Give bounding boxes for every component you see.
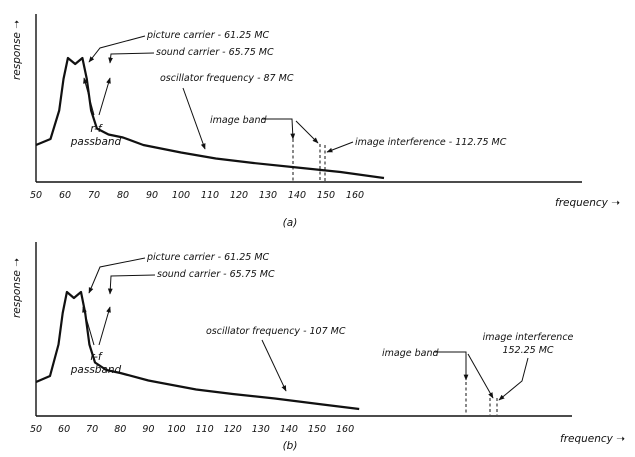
image-interference-arrow-a xyxy=(326,141,354,153)
panel-label-b: (b) xyxy=(283,440,298,452)
x-tick-label: 80 xyxy=(117,190,129,201)
picture-carrier-label-a: picture carrier - 61.25 MC xyxy=(146,30,270,41)
y-axis-label-b: response ➝ xyxy=(11,258,23,318)
sound-carrier-label-a: sound carrier - 65.75 MC xyxy=(156,47,274,58)
picture-carrier-arrow-a xyxy=(88,35,146,63)
response-curve-a xyxy=(35,56,385,180)
x-tick-label: 140 xyxy=(280,424,298,435)
x-tick-label: 70 xyxy=(86,424,98,435)
oscillator-label-b: oscillator frequency - 107 MC xyxy=(206,326,346,337)
x-tick-label: 160 xyxy=(336,424,354,435)
passband-arrow-right-b xyxy=(98,306,111,346)
oscillator-arrow-b xyxy=(261,339,287,392)
x-axis-label-a: frequency ➝ xyxy=(555,197,620,209)
picture-carrier-label-b: picture carrier - 61.25 MC xyxy=(146,252,270,263)
x-tick-label: 110 xyxy=(196,424,214,435)
image-band-label-b: image band xyxy=(382,348,439,359)
image-interference-arrow-b xyxy=(498,357,529,401)
x-tick-labels-a: 50 60 70 80 90 100 110 120 130 140 150 160 xyxy=(30,190,364,201)
image-band-label-a: image band xyxy=(210,115,267,126)
x-tick-label: 70 xyxy=(88,190,100,201)
image-interference-label-a: image interference - 112.75 MC xyxy=(355,137,507,148)
image-band-arrow-a xyxy=(262,118,296,140)
image-band-arrow-right-a xyxy=(295,120,319,144)
oscillator-label-a: oscillator frequency - 87 MC xyxy=(160,73,294,84)
x-tick-label: 80 xyxy=(114,424,126,435)
image-interference-value-b: 152.25 MC xyxy=(502,345,553,356)
oscillator-arrow-a xyxy=(182,87,206,150)
x-tick-label: 120 xyxy=(224,424,242,435)
x-tick-label: 130 xyxy=(252,424,270,435)
x-tick-label: 100 xyxy=(172,190,190,201)
response-curve-b xyxy=(35,290,360,411)
x-tick-label: 100 xyxy=(167,424,185,435)
x-tick-label: 150 xyxy=(317,190,335,201)
passband-label-a: passband xyxy=(70,136,122,148)
passband-label-b: passband xyxy=(70,364,122,376)
image-band-arrow-right-b xyxy=(467,353,494,399)
picture-carrier-arrow-b xyxy=(88,257,146,294)
x-tick-label: 60 xyxy=(59,190,71,201)
x-tick-labels-b: 50 60 70 80 90 100 110 120 130 140 150 160 xyxy=(30,424,354,435)
sound-carrier-arrow-a xyxy=(108,52,155,64)
x-tick-label: 130 xyxy=(259,190,277,201)
image-interference-label-b: image interference xyxy=(483,332,574,343)
x-tick-label: 90 xyxy=(146,190,158,201)
passband-arrow-right-a xyxy=(98,77,111,116)
chart-panel-a: response ➝ 50 60 70 80 90 100 110 120 130 140 150 1… xyxy=(11,14,620,229)
sound-carrier-arrow-b xyxy=(107,274,156,295)
passband-arrow-left-a xyxy=(83,77,95,116)
x-tick-label: 150 xyxy=(308,424,326,435)
rf-label-b: r-f xyxy=(90,351,104,363)
x-tick-label: 50 xyxy=(30,190,42,201)
chart-panel-b: response ➝ 50 60 70 80 90 100 110 120 130 140 150 1… xyxy=(11,242,625,452)
sound-carrier-label-b: sound carrier - 65.75 MC xyxy=(157,269,275,280)
rf-label-a: r-f xyxy=(90,123,104,135)
panel-label-a: (a) xyxy=(283,217,298,229)
image-band-arrow-b xyxy=(434,351,469,381)
x-axis-label-b: frequency ➝ xyxy=(560,433,625,445)
x-tick-label: 110 xyxy=(201,190,219,201)
x-tick-label: 90 xyxy=(142,424,154,435)
passband-arrow-left-b xyxy=(82,306,95,346)
x-tick-label: 140 xyxy=(288,190,306,201)
x-tick-label: 50 xyxy=(30,424,42,435)
x-tick-label: 120 xyxy=(230,190,248,201)
x-tick-label: 160 xyxy=(346,190,364,201)
x-tick-label: 60 xyxy=(58,424,70,435)
y-axis-label-a: response ➝ xyxy=(11,20,23,80)
